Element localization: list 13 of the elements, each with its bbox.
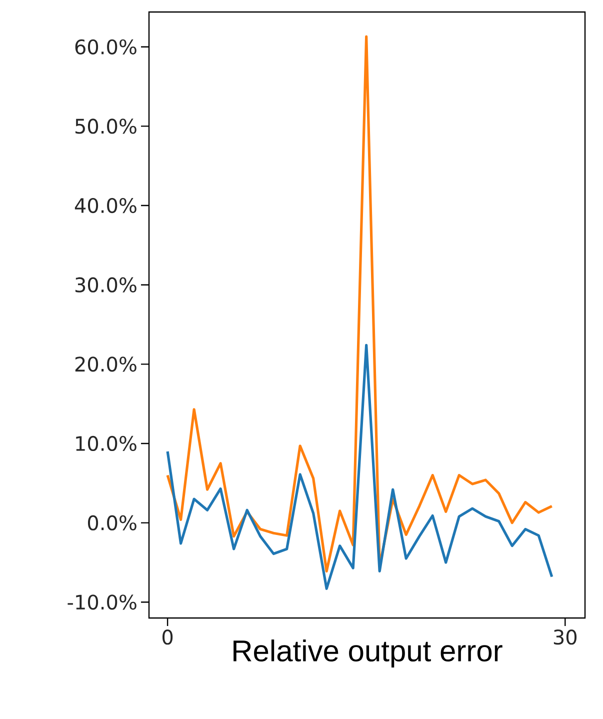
x-tick-label: 30 [554, 630, 577, 645]
y-tick-label: 50.0% [75, 118, 136, 134]
y-tick-label: 60.0% [75, 39, 136, 54]
y-tick-label: 30.0% [75, 277, 136, 292]
y-tick-label: 10.0% [76, 436, 136, 452]
x-axis-title: Relative output error [234, 639, 502, 668]
line-series [166, 344, 554, 590]
y-tick-label: 0.0% [88, 515, 136, 530]
line-series [166, 35, 554, 572]
x-tick-label: 0 [162, 630, 173, 645]
y-tick-label: -10.0% [68, 594, 136, 610]
y-tick-label: 40.0% [74, 198, 136, 214]
y-tick-label: 20.0% [75, 356, 136, 372]
